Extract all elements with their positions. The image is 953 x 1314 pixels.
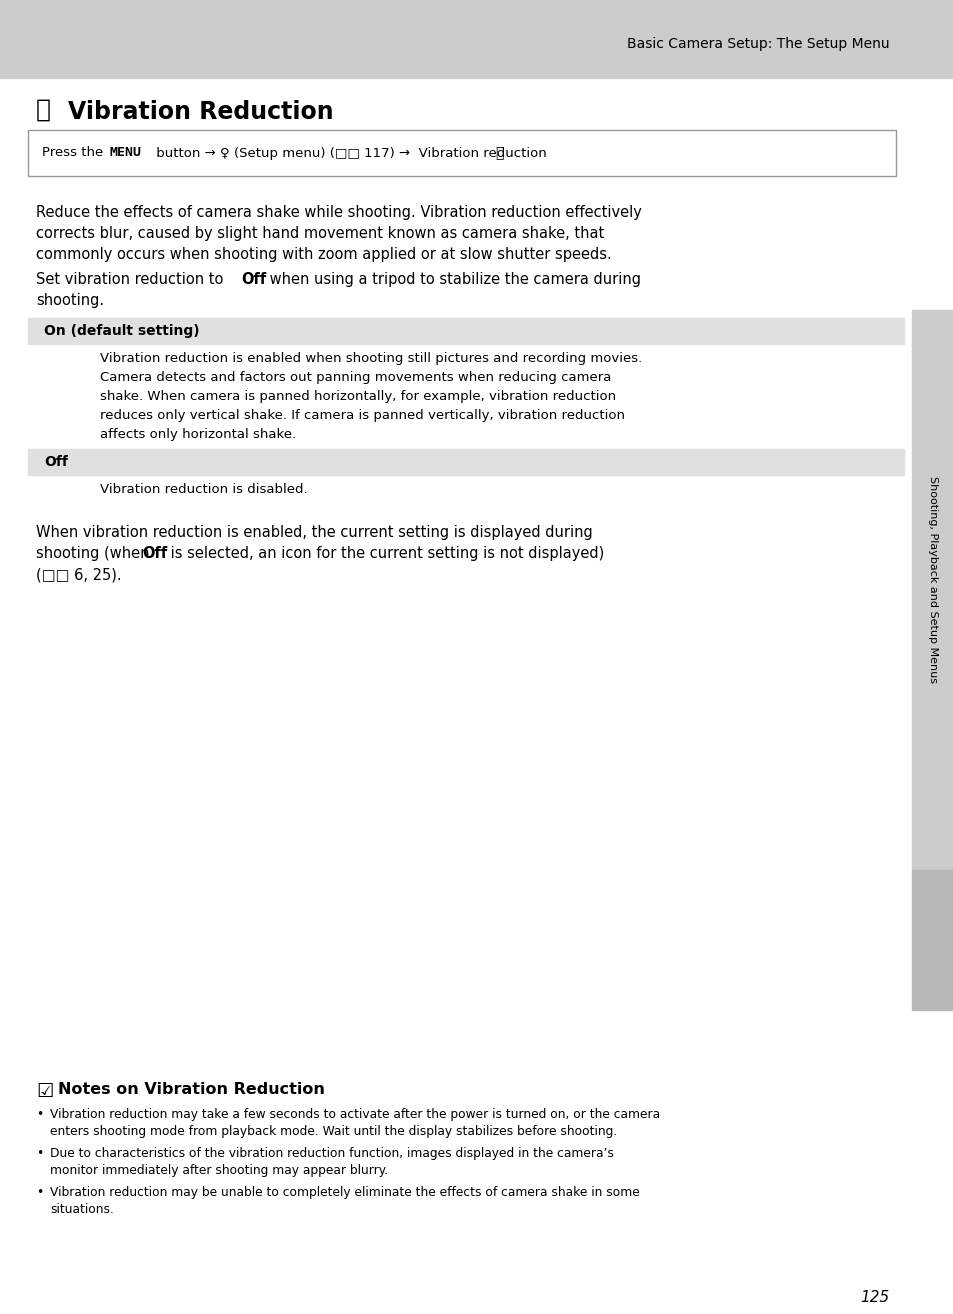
Text: situations.: situations.	[50, 1204, 113, 1215]
Text: enters shooting mode from playback mode. Wait until the display stabilizes befor: enters shooting mode from playback mode.…	[50, 1125, 617, 1138]
Text: commonly occurs when shooting with zoom applied or at slow shutter speeds.: commonly occurs when shooting with zoom …	[36, 247, 611, 261]
Text: Due to characteristics of the vibration reduction function, images displayed in : Due to characteristics of the vibration …	[50, 1147, 613, 1160]
Text: On (default setting): On (default setting)	[44, 325, 199, 338]
Bar	[28, 449, 903, 474]
Text: (□□ 6, 25).: (□□ 6, 25).	[36, 568, 121, 582]
Text: is selected, an icon for the current setting is not displayed): is selected, an icon for the current set…	[166, 547, 603, 561]
Text: •: •	[36, 1187, 43, 1198]
Text: Reduce the effects of camera shake while shooting. Vibration reduction effective: Reduce the effects of camera shake while…	[36, 205, 641, 219]
Text: ☑: ☑	[36, 1081, 53, 1101]
Text: MENU: MENU	[110, 146, 142, 159]
Text: ⌸: ⌸	[495, 146, 503, 160]
Text: ⌸: ⌸	[36, 99, 51, 122]
Text: monitor immediately after shooting may appear blurry.: monitor immediately after shooting may a…	[50, 1164, 388, 1177]
Bar	[0, 0, 953, 78]
Text: Press the: Press the	[42, 146, 108, 159]
Text: Vibration reduction is disabled.: Vibration reduction is disabled.	[100, 484, 307, 495]
Text: Basic Camera Setup: The Setup Menu: Basic Camera Setup: The Setup Menu	[627, 37, 889, 51]
Text: Off: Off	[241, 272, 266, 286]
Bar	[911, 870, 953, 1010]
Text: shake. When camera is panned horizontally, for example, vibration reduction: shake. When camera is panned horizontall…	[100, 390, 616, 403]
Text: Shooting, Playback and Setup Menus: Shooting, Playback and Setup Menus	[927, 477, 937, 683]
Text: reduces only vertical shake. If camera is panned vertically, vibration reduction: reduces only vertical shake. If camera i…	[100, 409, 624, 422]
Text: Vibration Reduction: Vibration Reduction	[68, 100, 334, 124]
Text: Vibration reduction may be unable to completely eliminate the effects of camera : Vibration reduction may be unable to com…	[50, 1187, 639, 1198]
Text: Vibration reduction is enabled when shooting still pictures and recording movies: Vibration reduction is enabled when shoo…	[100, 352, 641, 365]
Text: •: •	[36, 1147, 43, 1160]
Text: Off: Off	[142, 547, 167, 561]
Text: 125: 125	[860, 1290, 889, 1306]
Text: Notes on Vibration Reduction: Notes on Vibration Reduction	[58, 1081, 325, 1097]
Text: Camera detects and factors out panning movements when reducing camera: Camera detects and factors out panning m…	[100, 371, 611, 384]
Text: •: •	[36, 1108, 43, 1121]
Text: When vibration reduction is enabled, the current setting is displayed during: When vibration reduction is enabled, the…	[36, 526, 592, 540]
Text: affects only horizontal shake.: affects only horizontal shake.	[100, 428, 295, 442]
Text: button → ♀ (Setup menu) (□□ 117) →  Vibration reduction: button → ♀ (Setup menu) (□□ 117) → Vibra…	[152, 146, 546, 159]
Text: when using a tripod to stabilize the camera during: when using a tripod to stabilize the cam…	[265, 272, 640, 286]
Text: shooting (when: shooting (when	[36, 547, 154, 561]
Text: corrects blur, caused by slight hand movement known as camera shake, that: corrects blur, caused by slight hand mov…	[36, 226, 603, 240]
Text: Vibration reduction may take a few seconds to activate after the power is turned: Vibration reduction may take a few secon…	[50, 1108, 659, 1121]
Bar	[911, 310, 953, 870]
FancyBboxPatch shape	[28, 130, 895, 176]
Bar	[28, 318, 903, 344]
Text: Off: Off	[44, 455, 68, 469]
Text: Set vibration reduction to: Set vibration reduction to	[36, 272, 228, 286]
Text: shooting.: shooting.	[36, 293, 104, 307]
